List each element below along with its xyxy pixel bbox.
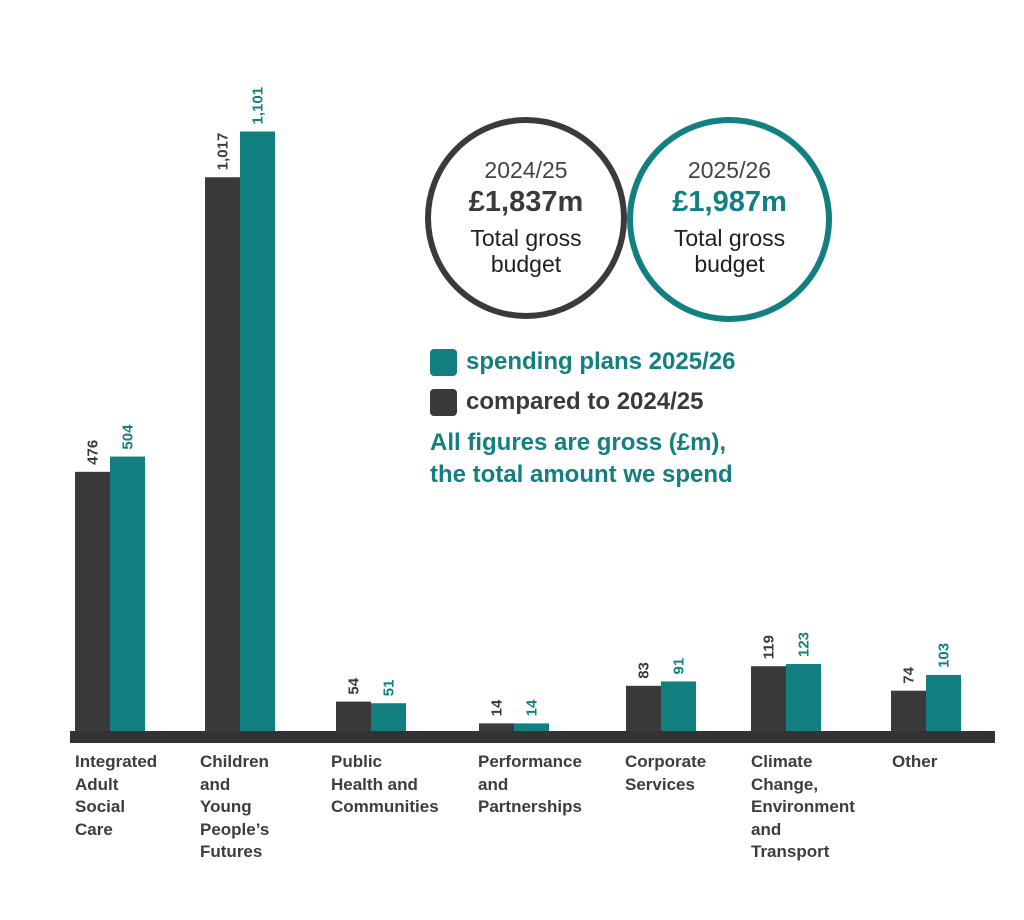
budget-description: Total gross budget (673, 225, 786, 277)
figures-note: All figures are gross (£m), the total am… (430, 427, 733, 491)
bar-2024-25-5 (751, 666, 786, 733)
value-label-2025-26-3: 14 (524, 699, 541, 716)
legend-label-current: spending plans 2025/26 (466, 348, 736, 375)
budget-circle-2024-25: 2024/25 £1,837m Total gross budget (425, 117, 627, 319)
bar-2025-26-6 (926, 674, 961, 733)
legend-label-previous: compared to 2024/25 (466, 388, 704, 415)
category-label-4: Corporate Services (625, 752, 707, 794)
bar-2024-25-1 (205, 177, 240, 733)
category-label-1: Children and Young People’s Futures (200, 752, 270, 861)
legend-swatch-current (430, 348, 457, 376)
category-label-2: Public Health and Communities (331, 752, 439, 816)
value-label-2024-25-0: 476 (85, 440, 102, 465)
value-label-2024-25-5: 119 (761, 635, 778, 659)
bar-2024-25-4 (626, 685, 661, 733)
value-label-2024-25-2: 54 (346, 677, 363, 694)
value-label-2024-25-6: 74 (901, 666, 918, 683)
bar-2025-26-5 (786, 664, 821, 733)
budget-year: 2025/26 (687, 157, 772, 183)
value-label-2025-26-2: 51 (381, 680, 398, 697)
value-label-2025-26-1: 1,101 (250, 87, 267, 125)
bar-2025-26-3 (514, 723, 549, 733)
bar-2024-25-6 (891, 690, 926, 733)
bar-2025-26-0 (110, 456, 145, 733)
x-axis-baseline (70, 731, 995, 743)
bar-2025-26-2 (371, 703, 406, 733)
value-label-2024-25-4: 83 (636, 662, 653, 679)
budget-year: 2024/25 (484, 157, 568, 183)
legend-item-current: spending plans 2025/26 (430, 348, 735, 376)
legend-item-previous: compared to 2024/25 (430, 388, 703, 416)
bar-2024-25-3 (479, 723, 514, 733)
value-label-2024-25-3: 14 (489, 699, 506, 716)
note-line-2: the total amount we spend (430, 461, 733, 488)
value-label-2024-25-1: 1,017 (215, 133, 232, 171)
category-label-6: Other (892, 752, 938, 771)
category-label-3: Performance and Partnerships (478, 752, 582, 816)
value-label-2025-26-5: 123 (796, 632, 813, 657)
category-label-0: Integrated Adult Social Care (75, 752, 158, 839)
value-label-2025-26-4: 91 (671, 658, 688, 675)
bar-2025-26-4 (661, 681, 696, 733)
bar-2024-25-2 (336, 701, 371, 733)
budget-description: Total gross budget (470, 225, 582, 277)
category-label-5: Climate Change, Environment and Transpor… (751, 752, 855, 861)
value-label-2025-26-0: 504 (120, 424, 137, 450)
legend-swatch-previous (430, 388, 457, 416)
bar-2025-26-1 (240, 131, 275, 733)
budget-amount: £1,987m (672, 186, 787, 218)
value-label-2025-26-6: 103 (936, 643, 953, 668)
budget-circle-2025-26: 2025/26 £1,987m Total gross budget (627, 117, 832, 322)
note-line-1: All figures are gross (£m), (430, 429, 727, 456)
budget-amount: £1,837m (468, 186, 584, 218)
bar-2024-25-0 (75, 471, 110, 733)
